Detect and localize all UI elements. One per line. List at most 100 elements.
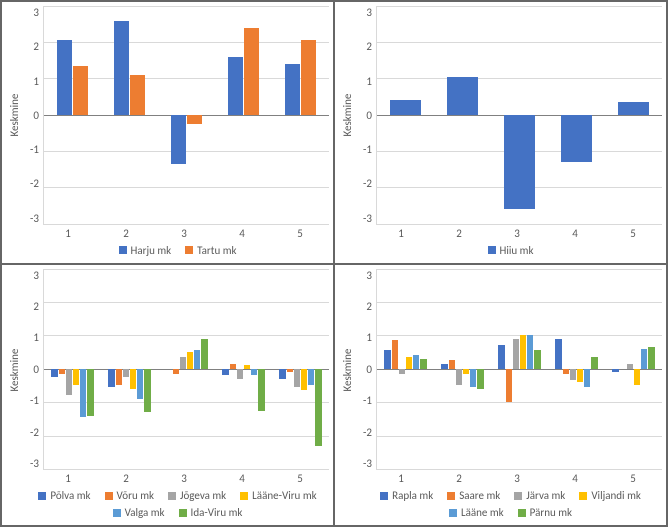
legend-item: Viljandi mk (579, 489, 641, 502)
bar (66, 269, 72, 470)
bar (447, 6, 478, 224)
legend-label: Põlva mk (50, 489, 90, 502)
x-tick: 4 (213, 472, 271, 485)
bar (87, 269, 93, 470)
legend-swatch (380, 492, 388, 500)
category-group (548, 269, 605, 470)
bar-rect (463, 369, 469, 374)
y-axis: 3210-1-2-3 (356, 269, 376, 471)
x-axis: 12345 (39, 470, 329, 485)
bar (180, 269, 186, 470)
bar (285, 6, 300, 224)
legend-label: Võru mk (117, 489, 154, 502)
bar (130, 269, 136, 470)
y-tick: 3 (356, 6, 372, 19)
legend: Harju mkTartu mk (6, 240, 329, 259)
bar-set (618, 6, 649, 224)
x-tick: 5 (604, 472, 662, 485)
bar-rect (230, 364, 236, 369)
x-tick: 5 (271, 472, 329, 485)
bar-rect (73, 66, 88, 115)
x-tick: 2 (430, 472, 488, 485)
legend-item: Valga mk (113, 506, 165, 519)
category-group (44, 269, 101, 470)
legend-item: Pärnu mk (518, 506, 572, 519)
bar-rect (577, 369, 583, 382)
x-axis: 12345 (372, 225, 662, 240)
legend-swatch (179, 509, 187, 517)
bar (563, 269, 569, 470)
bar (315, 269, 321, 470)
y-tick: -2 (356, 177, 372, 190)
bar-set (171, 6, 202, 224)
bar (301, 6, 316, 224)
legend-swatch (449, 509, 457, 517)
bar-rect (441, 364, 447, 369)
bar-rect (420, 359, 426, 369)
x-tick: 1 (39, 472, 97, 485)
chart-box (43, 269, 329, 471)
bar-rect (456, 369, 462, 386)
bar (504, 6, 535, 224)
bar-set (498, 269, 540, 470)
legend-label: Pärnu mk (530, 506, 572, 519)
bar (449, 269, 455, 470)
y-tick: -3 (356, 457, 372, 470)
bar-rect (251, 369, 257, 376)
bar (513, 269, 519, 470)
bar (392, 269, 398, 470)
bars (377, 6, 662, 224)
y-tick: 1 (23, 75, 39, 88)
bar-rect (294, 369, 300, 387)
bar-rect (584, 369, 590, 387)
bar-set (165, 269, 207, 470)
chart-box (376, 6, 662, 225)
y-tick: -1 (356, 143, 372, 156)
y-axis-label: Keskmine (339, 269, 356, 471)
y-tick: -1 (23, 143, 39, 156)
x-tick: 3 (488, 227, 546, 240)
y-tick: 1 (356, 331, 372, 344)
chart-box (43, 6, 329, 225)
bar-rect (470, 369, 476, 387)
bar-rect (222, 369, 228, 376)
bar-rect (534, 350, 540, 368)
bar-rect (390, 100, 421, 115)
x-tick: 1 (372, 472, 430, 485)
bar-set (228, 6, 259, 224)
bar-rect (392, 340, 398, 368)
grid-line (44, 469, 329, 470)
legend-item: Jõgeva mk (168, 489, 226, 502)
bars (377, 269, 662, 470)
bar-rect (228, 57, 243, 115)
y-tick: 2 (23, 40, 39, 53)
grid-line (377, 224, 662, 225)
bar (384, 269, 390, 470)
legend-label: Lääne mk (461, 506, 504, 519)
bar (555, 269, 561, 470)
category-group (158, 269, 215, 470)
bar-rect (116, 369, 122, 386)
category-group (215, 269, 272, 470)
bar (561, 6, 592, 224)
bar-set (561, 6, 592, 224)
bar-rect (237, 369, 243, 379)
y-axis: 3210-1-2-3 (23, 269, 43, 471)
chart-grid: Keskmine3210-1-2-312345Harju mkTartu mkK… (0, 0, 668, 527)
y-tick: 3 (23, 6, 39, 19)
bar-rect (80, 369, 86, 417)
legend-swatch (168, 492, 176, 500)
y-tick: 0 (23, 109, 39, 122)
x-tick: 3 (488, 472, 546, 485)
bar-rect (648, 347, 654, 369)
bar (527, 269, 533, 470)
bar-rect (449, 360, 455, 368)
bar (123, 269, 129, 470)
bar-rect (108, 369, 114, 387)
panel-3: Keskmine3210-1-2-312345Rapla mkSaare mkJ… (334, 264, 667, 527)
legend-swatch (105, 492, 113, 500)
bar (80, 269, 86, 470)
legend-swatch (38, 492, 46, 500)
grid-line (44, 224, 329, 225)
x-tick: 2 (97, 472, 155, 485)
